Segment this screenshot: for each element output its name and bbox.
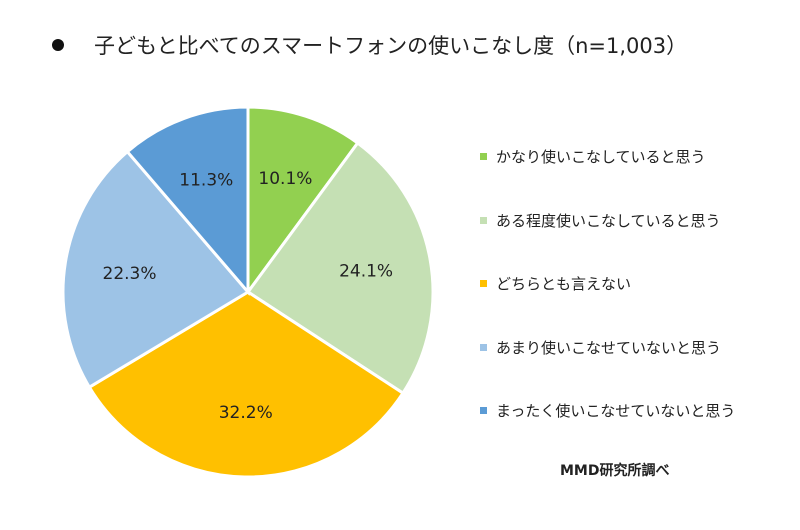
legend-item-1: かなり使いこなしていると思う (480, 146, 735, 210)
slice-value-label-4: 22.3% (103, 264, 157, 284)
slice-value-label-2: 24.1% (339, 262, 393, 282)
legend-label-1: かなり使いこなしていると思う (496, 148, 706, 166)
legend-swatch-3 (480, 280, 487, 287)
chart-legend: かなり使いこなしていると思う ある程度使いこなしていると思う どちらとも言えないあま… (480, 146, 735, 464)
legend-item-3: どちらとも言えない (480, 273, 735, 337)
legend-label-2: ある程度使いこなしていると思う (496, 211, 721, 230)
source-note: MMD研究所調べ (560, 463, 670, 479)
chart-title-text: 子どもと比べてのスマートフォンの使いこなし度（n=1,003） (94, 34, 688, 58)
legend-label-4: あまり使いこなせていないと思う (496, 338, 722, 357)
legend-label-3: どちらとも言えない (496, 275, 632, 293)
legend-swatch-5 (480, 407, 487, 414)
legend-swatch-4 (480, 343, 487, 351)
pie-slice-5 (125, 105, 250, 297)
slice-value-label-3: 32.2% (219, 403, 273, 423)
slice-value-label-1: 10.1% (258, 169, 312, 189)
pie-slice-2 (245, 140, 435, 396)
legend-label-5: まったく使いこなせていないと思う (496, 402, 736, 420)
bullet-icon (52, 39, 64, 51)
slice-value-label-5: 11.3% (179, 170, 233, 190)
legend-swatch-2 (480, 216, 487, 224)
chart-title: 子どもと比べてのスマートフォンの使いこなし度（n=1,003） (52, 30, 687, 60)
legend-item-2: ある程度使いこなしていると思う (480, 210, 735, 274)
pie-slice-3 (87, 290, 406, 479)
pie-slice-1 (246, 105, 360, 297)
legend-item-5: まったく使いこなせていないと思う (480, 400, 735, 464)
legend-item-4: あまり使いこなせていないと思う (480, 337, 735, 401)
legend-swatch-1 (480, 153, 487, 160)
pie-slice-4 (61, 149, 251, 390)
